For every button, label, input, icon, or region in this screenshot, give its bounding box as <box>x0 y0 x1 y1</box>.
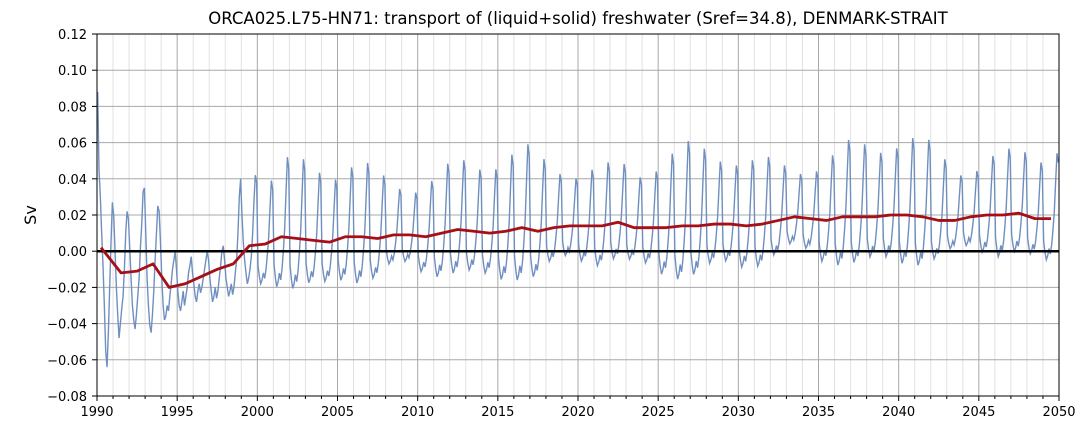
x-tick-label: 2010 <box>401 405 434 420</box>
x-tick-label: 2050 <box>1042 405 1075 420</box>
chart-title: ORCA025.L75-HN71: transport of (liquid+s… <box>208 9 948 28</box>
y-axis-label: Sv <box>21 205 40 225</box>
y-tick-label: 0.02 <box>58 209 87 224</box>
y-tick-label: 0.12 <box>58 28 87 43</box>
x-tick-label: 2015 <box>481 405 514 420</box>
x-tick-label: 2005 <box>321 405 354 420</box>
y-tick-label: −0.06 <box>47 354 87 369</box>
y-axis: −0.08 −0.06 −0.04 −0.02 0.00 0.02 0.04 0.06 0.08… <box>47 28 97 405</box>
x-tick-label: 2020 <box>561 405 594 420</box>
x-tick-label: 2040 <box>882 405 915 420</box>
x-tick-label: 2000 <box>241 405 274 420</box>
x-tick-label: 2030 <box>722 405 755 420</box>
x-tick-label: 2045 <box>962 405 995 420</box>
annual-series <box>99 211 1051 289</box>
y-tick-label: 0.04 <box>58 173 87 188</box>
x-tick-label: 1995 <box>161 405 194 420</box>
y-tick-label: 0.06 <box>58 137 87 152</box>
y-tick-label: 0.10 <box>58 64 87 79</box>
y-tick-label: −0.02 <box>47 281 87 296</box>
x-tick-label: 1990 <box>80 405 113 420</box>
y-tick-label: −0.04 <box>47 318 87 333</box>
y-tick-label: −0.08 <box>47 390 87 405</box>
annual-mean-line <box>99 211 1051 289</box>
x-tick-label: 2025 <box>642 405 675 420</box>
y-tick-label: 0.00 <box>58 245 87 260</box>
y-tick-label: 0.08 <box>58 100 87 115</box>
x-axis: 1990 1995 2000 2005 2010 2015 2020 2025 2030 2035… <box>80 396 1076 420</box>
x-tick-label: 2035 <box>802 405 835 420</box>
